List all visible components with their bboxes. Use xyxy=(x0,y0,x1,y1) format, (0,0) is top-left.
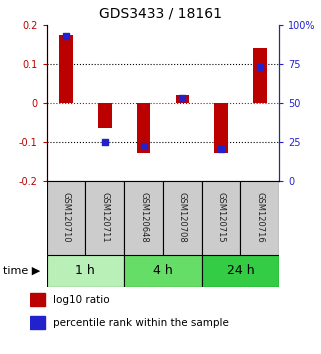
Text: percentile rank within the sample: percentile rank within the sample xyxy=(53,318,229,328)
Bar xyxy=(124,181,163,255)
Point xyxy=(102,139,107,144)
Text: GSM120648: GSM120648 xyxy=(139,192,148,243)
Bar xyxy=(47,255,124,287)
Bar xyxy=(59,35,73,103)
Bar xyxy=(163,181,202,255)
Text: GSM120710: GSM120710 xyxy=(61,192,70,243)
Point xyxy=(257,64,263,70)
Bar xyxy=(85,181,124,255)
Text: GSM120711: GSM120711 xyxy=(100,192,109,243)
Point xyxy=(219,147,224,152)
Bar xyxy=(253,48,267,103)
Bar xyxy=(98,103,111,128)
Text: 24 h: 24 h xyxy=(227,264,254,277)
Point xyxy=(63,33,68,39)
Text: GSM120716: GSM120716 xyxy=(256,192,265,243)
Bar xyxy=(30,316,46,329)
Text: time ▶: time ▶ xyxy=(3,266,40,276)
Text: 1 h: 1 h xyxy=(75,264,95,277)
Bar xyxy=(202,181,240,255)
Bar xyxy=(214,103,228,153)
Point xyxy=(180,95,185,101)
Bar xyxy=(176,95,189,103)
Text: log10 ratio: log10 ratio xyxy=(53,295,109,305)
Text: 4 h: 4 h xyxy=(153,264,173,277)
Bar xyxy=(47,181,85,255)
Bar xyxy=(240,181,279,255)
Bar xyxy=(137,103,150,153)
Text: GDS3433 / 18161: GDS3433 / 18161 xyxy=(99,7,222,21)
Text: GSM120715: GSM120715 xyxy=(217,192,226,243)
Bar xyxy=(124,255,202,287)
Bar xyxy=(202,255,279,287)
Bar xyxy=(30,293,46,306)
Text: GSM120708: GSM120708 xyxy=(178,192,187,243)
Point xyxy=(141,143,146,149)
